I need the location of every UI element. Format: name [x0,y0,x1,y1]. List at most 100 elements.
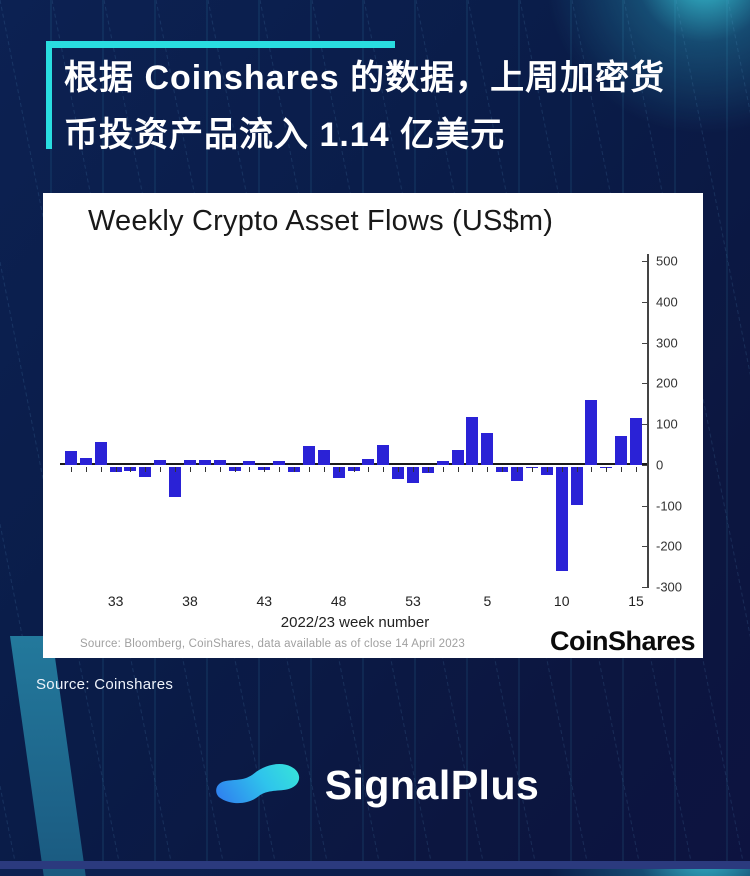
x-tick [175,466,177,472]
bar-week-48 [332,466,345,479]
x-tick [517,466,519,472]
y-tick-label-300: 300 [656,335,678,350]
x-tick [219,466,221,472]
y-tick-label--200: -200 [656,538,683,554]
x-tick [71,466,72,472]
y-tick-label-400: 400 [656,294,678,310]
signalplus-wordmark: SignalPlus [324,761,540,808]
y-tick-label-0: 0 [656,457,664,473]
x-tick [591,466,593,472]
x-tick [606,466,608,472]
x-tick [294,466,296,472]
x-tick [621,466,623,472]
x-tick-label-48: 48 [330,593,347,609]
x-tick-label-53: 53 [405,593,421,609]
y-tick-label--300: -300 [656,579,683,595]
x-tick [398,466,400,472]
x-tick [413,466,414,472]
x-tick-label-5: 5 [483,593,492,609]
x-tick-label-33: 33 [107,593,124,609]
x-tick [308,466,310,472]
bar-week-52 [392,466,405,479]
bar-week-10 [555,466,568,571]
bar-week-53 [407,466,419,484]
bar-week-14 [615,436,628,465]
headline-accent-bar-horizontal [48,41,395,48]
bar-week-50 [362,459,375,465]
x-tick [383,466,385,472]
bar-week-40 [213,459,226,465]
signalplus-wave-icon [215,764,299,804]
x-tick [576,466,578,472]
bar-week-42 [243,460,256,465]
chart-title: Weekly Crypto Asset Flows (US$m) [88,205,554,237]
x-tick-label-15: 15 [628,593,644,609]
x-axis-title: 2022/23 week number [280,614,430,631]
bar-week-38 [183,459,196,465]
y-tick [642,261,647,262]
x-tick [531,466,533,472]
bar-week-32 [94,442,107,465]
source-caption: Source: Coinshares [36,676,174,693]
bar-week-7 [511,466,524,481]
signalplus-logo: SignalPlus [0,745,750,825]
bar-week-46 [302,446,315,465]
bar-week-11 [570,466,583,506]
chart-card: Weekly Crypto Asset Flows (US$m) 33 38 43 4… [43,193,703,658]
bar-week-12 [585,399,598,465]
y-tick-label-100: 100 [656,416,678,432]
x-tick-label-38: 38 [182,593,198,609]
x-tick [279,466,281,472]
y-tick [642,587,647,588]
y-tick [642,301,647,303]
bar-week-51 [377,445,390,465]
x-tick [487,466,489,472]
x-tick [160,466,162,472]
bar-week-44 [273,461,286,465]
bar-week-4 [466,417,479,465]
x-tick [442,466,444,472]
y-tick [642,464,647,466]
x-tick [115,466,117,472]
x-tick [323,466,325,472]
x-tick [427,466,429,472]
bar-week-15 [630,418,643,465]
headline: 根据 Coinshares 的数据，上周加密货 币投资产品流入 1.14 亿美元 [64,50,704,164]
x-tick [234,466,236,472]
x-tick [85,466,87,472]
bar-week-47 [317,450,330,465]
y-tick [642,383,647,385]
bar-week-3 [451,450,464,465]
bar-week-5 [481,432,494,465]
x-tick [264,466,266,472]
x-tick [204,466,206,472]
x-tick [502,466,504,472]
x-tick [145,466,147,472]
bar-week-35 [139,466,152,477]
x-tick-label-10: 10 [553,593,570,609]
bar-week-37 [169,466,182,497]
y-tick [642,424,647,425]
y-tick [642,342,647,344]
x-tick [636,466,638,472]
zero-axis-line [60,463,648,465]
x-tick [546,466,548,472]
x-tick [561,466,563,472]
bar-week-36 [154,459,167,465]
headline-line-2: 币投资产品流入 1.14 亿美元 [64,116,506,154]
x-tick [353,466,355,472]
y-tick-label-500: 500 [656,253,678,269]
x-tick [368,466,370,472]
bottom-accent-strip [0,861,750,869]
y-tick-label--100: -100 [656,498,683,513]
bar-week-2 [436,461,449,465]
x-tick [100,466,102,472]
coinshares-logo: CoinShares [549,626,696,656]
y-tick-label-200: 200 [656,375,678,391]
bar-week-31 [79,458,92,465]
headline-line-1: 根据 Coinshares 的数据，上周加密货 [64,59,666,97]
y-axis-line [647,254,649,588]
bar-week-39 [198,460,211,465]
headline-accent-bar-vertical [46,41,52,149]
